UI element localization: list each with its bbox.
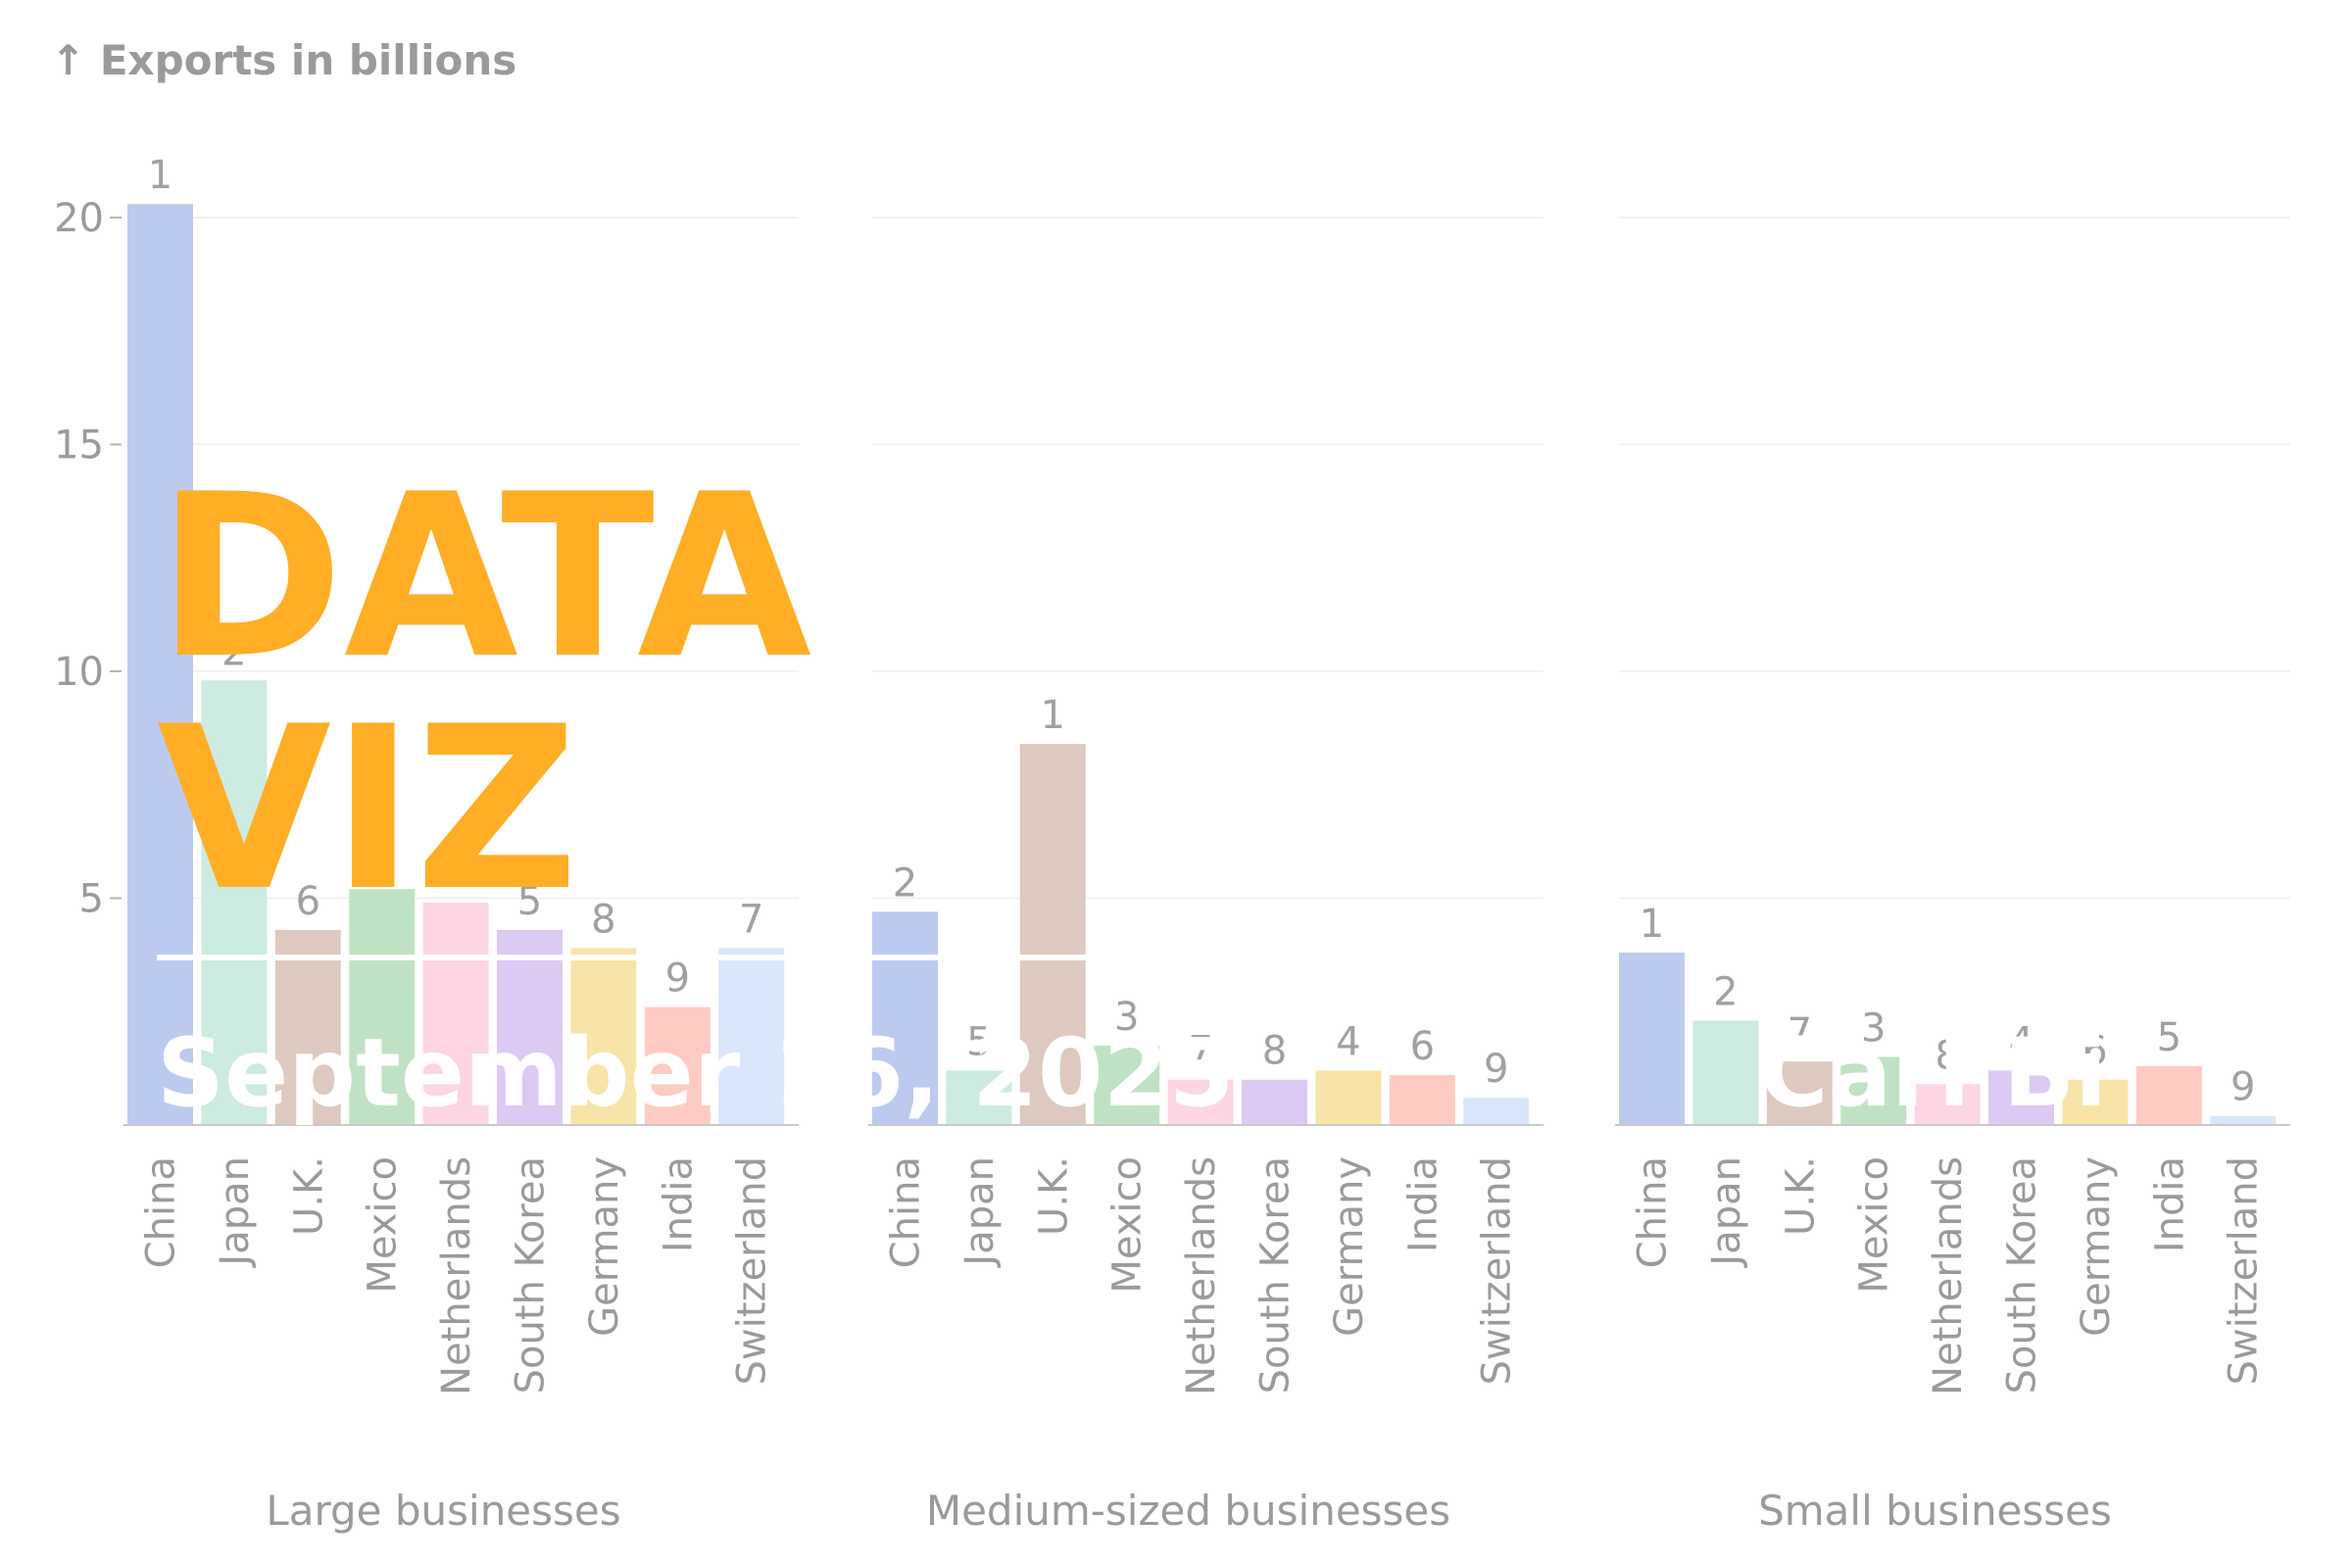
- bar-switzerland: [718, 948, 785, 1125]
- x-tick-label: U.K.: [1031, 1156, 1076, 1236]
- data-label: 1: [1041, 693, 1065, 738]
- x-tick-label: China: [1631, 1156, 1676, 1268]
- bar-mexico: [349, 889, 416, 1125]
- data-label: 2: [1713, 970, 1738, 1015]
- x-tick-label: Netherlands: [434, 1156, 479, 1396]
- x-tick-label: Netherlands: [1179, 1156, 1224, 1396]
- data-label: 9: [2230, 1065, 2255, 1110]
- data-label: 4: [443, 852, 467, 897]
- data-label: 6: [1410, 1024, 1435, 1069]
- y-axis-title: ↑ Exports in billions: [51, 36, 516, 84]
- data-label: 2: [893, 860, 917, 906]
- x-tick-label: Germany: [1327, 1156, 1372, 1337]
- bar-india: [1389, 1075, 1455, 1125]
- data-label: 4: [2009, 1019, 2034, 1064]
- x-tick-label: U.K.: [1778, 1156, 1823, 1236]
- data-label: 5: [2157, 1015, 2181, 1060]
- x-tick-label: China: [139, 1156, 184, 1268]
- bar-japan: [1692, 1020, 1759, 1125]
- overlay-title-line2: VIZ: [157, 679, 578, 941]
- x-tick-label: South Korea: [509, 1156, 554, 1394]
- bar-netherlands: [1167, 1079, 1234, 1125]
- data-label: 9: [665, 956, 690, 1002]
- data-label: 7: [1788, 1010, 1812, 1055]
- bar-u-k-: [274, 929, 341, 1125]
- bar-china: [1619, 953, 1685, 1125]
- bar-u-k-: [1019, 744, 1086, 1125]
- bar-south-korea: [1242, 1079, 1307, 1125]
- x-tick-label: India: [2147, 1156, 2192, 1252]
- x-tick-label: Mexico: [361, 1156, 406, 1294]
- data-label: 4: [1336, 1019, 1360, 1064]
- x-tick-label: South Korea: [1253, 1156, 1298, 1394]
- bar-india: [644, 1006, 710, 1125]
- data-label: 7: [739, 897, 763, 942]
- x-tick-label: Germany: [2074, 1156, 2119, 1337]
- data-label: 2: [221, 629, 246, 674]
- bars: [127, 204, 2277, 1126]
- bar-germany: [1315, 1070, 1382, 1125]
- bar-mexico: [1094, 1045, 1160, 1125]
- x-tick-label: South Korea: [2000, 1156, 2045, 1394]
- data-label: 6: [2082, 1029, 2107, 1074]
- data-label: 5: [517, 879, 542, 924]
- x-tick-label: Switzerland: [1475, 1156, 1520, 1385]
- facet-label: Large businesses: [266, 1487, 620, 1535]
- x-tick-label: U.K.: [286, 1156, 331, 1236]
- data-label: 8: [1935, 1033, 1959, 1078]
- bar-india: [2135, 1065, 2202, 1125]
- x-tick-label: Japan: [957, 1156, 1003, 1269]
- x-tick-label: Switzerland: [2222, 1156, 2267, 1385]
- bar-germany: [570, 948, 637, 1125]
- x-tick-label: Germany: [582, 1156, 627, 1337]
- data-label: 9: [1484, 1047, 1508, 1092]
- data-label: 5: [966, 1019, 991, 1064]
- overlay-date: September 16, 2025: [157, 1018, 1234, 1128]
- bar-netherlands: [422, 903, 489, 1125]
- bar-japan: [201, 680, 268, 1125]
- bar-japan: [946, 1070, 1012, 1125]
- bar-germany: [2062, 1079, 2129, 1125]
- data-label: 8: [1262, 1029, 1287, 1074]
- data-label: 8: [591, 897, 615, 942]
- bar-mexico: [1840, 1056, 1907, 1125]
- bar-netherlands: [1914, 1084, 1981, 1125]
- bar-south-korea: [1988, 1070, 2054, 1125]
- data-label: 6: [296, 879, 320, 924]
- facet-label: Medium-sized businesses: [926, 1487, 1450, 1535]
- bar-china: [872, 911, 938, 1125]
- x-tick-label: Japan: [213, 1156, 258, 1269]
- data-label: 3: [1114, 995, 1139, 1040]
- data-label: 7: [1188, 1029, 1212, 1074]
- gridlines: [127, 217, 2290, 900]
- bar-u-k-: [1766, 1061, 1833, 1125]
- overlay-author: Carl Bi: [1759, 1018, 2107, 1128]
- bar-south-korea: [497, 929, 563, 1125]
- bar-china: [127, 204, 193, 1126]
- y-tick-label: 15: [54, 423, 104, 468]
- x-tick-label: Japan: [1704, 1156, 1749, 1269]
- data-label: 3: [1861, 1006, 1886, 1052]
- x-tick-label: India: [1400, 1156, 1446, 1252]
- x-tick-label: Mexico: [1852, 1156, 1897, 1294]
- x-tick-label: Switzerland: [730, 1156, 775, 1385]
- y-tick-label: 20: [54, 196, 104, 241]
- data-label: 1: [1640, 902, 1664, 947]
- y-tick-label: 10: [54, 650, 104, 695]
- x-tick-label: China: [884, 1156, 929, 1268]
- overlay-divider: [157, 955, 1086, 960]
- bar-switzerland: [1463, 1098, 1530, 1125]
- data-label: 1: [148, 153, 172, 198]
- data-label: 3: [369, 838, 394, 883]
- y-tick-label: 5: [79, 877, 104, 922]
- bar-switzerland: [2210, 1115, 2277, 1125]
- facet-label: Small businesses: [1758, 1487, 2112, 1535]
- x-tick-label: Mexico: [1105, 1156, 1151, 1294]
- x-tick-label: Netherlands: [1926, 1156, 1971, 1396]
- overlay-title-line1: DATA: [157, 447, 811, 709]
- x-tick-label: India: [656, 1156, 701, 1252]
